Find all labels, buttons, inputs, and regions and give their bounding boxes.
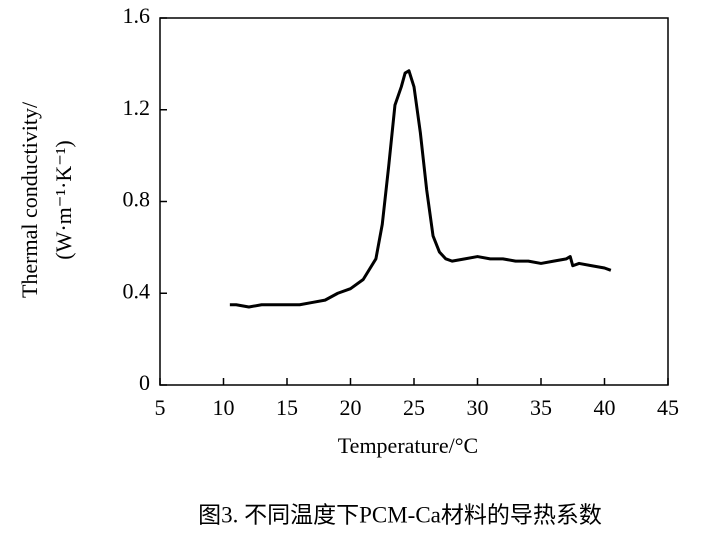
x-tick-label: 35: [530, 395, 552, 420]
x-tick-label: 15: [276, 395, 298, 420]
caption: 图3. 不同温度下PCM-Ca材料的导热系数: [198, 502, 602, 527]
y-axis-label: Thermal conductivity/: [17, 101, 42, 298]
x-tick-label: 5: [155, 395, 166, 420]
x-tick-label: 10: [213, 395, 235, 420]
x-tick-label: 20: [340, 395, 362, 420]
plot-frame: [159, 17, 669, 386]
y-tick-label: 1.6: [123, 3, 151, 28]
y-tick-label: 0: [139, 370, 150, 395]
x-tick-label: 40: [594, 395, 616, 420]
y-axis-label: (W·m⁻¹·K⁻¹): [51, 140, 76, 260]
x-tick-label: 45: [657, 395, 679, 420]
x-axis-label: Temperature/°C: [338, 433, 478, 458]
data-line: [229, 69, 612, 309]
y-tick-label: 0.4: [123, 278, 151, 303]
x-tick-label: 30: [467, 395, 489, 420]
y-tick-label: 0.8: [123, 187, 151, 212]
x-tick-label: 25: [403, 395, 425, 420]
y-tick-label: 1.2: [123, 95, 151, 120]
